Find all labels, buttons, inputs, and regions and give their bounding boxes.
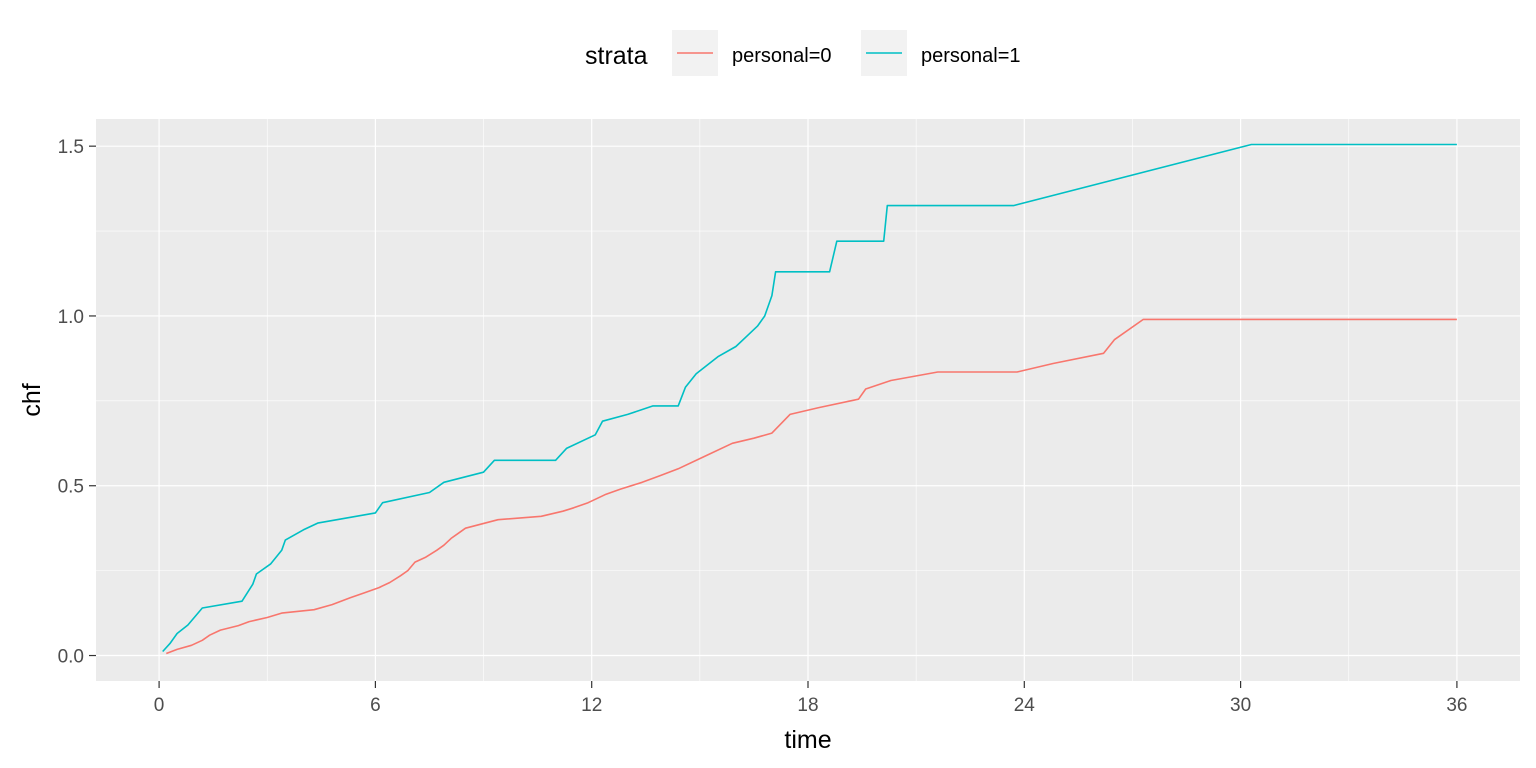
x-axis-title: time <box>784 726 831 754</box>
y-tick-label: 0.5 <box>58 477 84 498</box>
x-axis: 0 6 12 18 24 30 36 <box>154 681 1468 716</box>
x-tick-label: 36 <box>1446 695 1467 716</box>
y-tick-label: 1.0 <box>58 307 84 328</box>
y-tick-label: 0.0 <box>58 647 84 668</box>
x-tick-label: 12 <box>581 695 602 716</box>
legend: strata personal=0 personal=1 <box>585 30 1021 76</box>
y-axis-title: chf <box>18 383 46 416</box>
y-tick-label: 1.5 <box>58 137 84 158</box>
x-tick-label: 18 <box>797 695 818 716</box>
x-tick-label: 30 <box>1230 695 1251 716</box>
x-tick-label: 0 <box>154 695 165 716</box>
legend-label-0: personal=0 <box>732 45 832 67</box>
legend-title: strata <box>585 42 648 70</box>
x-tick-label: 6 <box>370 695 381 716</box>
y-axis: 0.0 0.5 1.0 1.5 <box>58 137 96 667</box>
x-tick-label: 24 <box>1014 695 1036 716</box>
legend-label-1: personal=1 <box>921 45 1021 67</box>
